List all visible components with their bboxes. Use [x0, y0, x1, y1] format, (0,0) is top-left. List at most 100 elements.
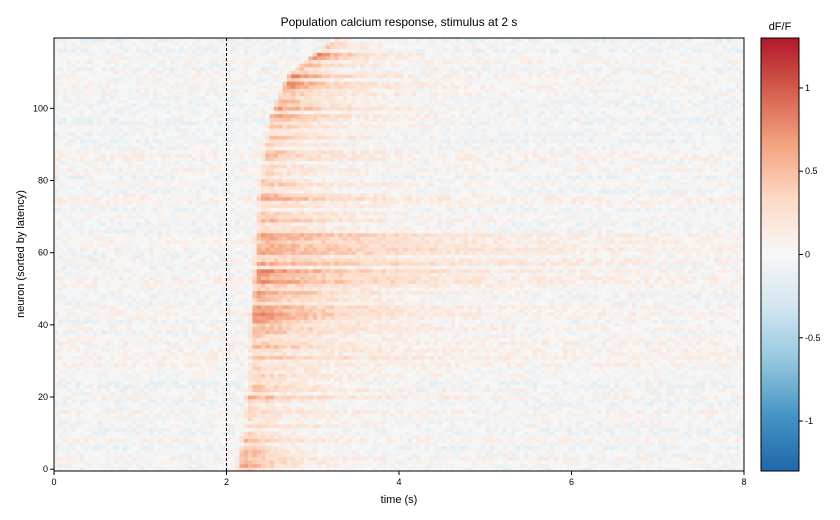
heatmap-cell	[429, 445, 434, 450]
heatmap-cell	[623, 463, 628, 468]
heatmap-cell	[420, 409, 426, 414]
heatmap-cell	[295, 391, 301, 396]
heatmap-cell	[312, 369, 318, 374]
heatmap-cell	[390, 388, 396, 393]
heatmap-cell	[399, 395, 404, 400]
heatmap-cell	[446, 373, 452, 378]
heatmap-cell	[636, 395, 641, 400]
heatmap-cell	[424, 442, 430, 447]
heatmap-cell	[123, 402, 128, 407]
heatmap-cell	[567, 438, 572, 443]
heatmap-cell	[403, 434, 409, 439]
heatmap-cell	[403, 398, 409, 403]
heatmap-cell	[532, 377, 538, 382]
heatmap-cell	[299, 380, 305, 385]
heatmap-cell	[662, 406, 667, 411]
heatmap-cell	[334, 431, 340, 436]
heatmap-cell	[135, 377, 141, 382]
heatmap-cell	[687, 424, 693, 429]
heatmap-cell	[325, 416, 331, 421]
heatmap-cell	[623, 369, 628, 374]
heatmap-cell	[295, 398, 301, 403]
heatmap-cell	[606, 434, 611, 439]
heatmap-cell	[381, 384, 387, 389]
heatmap-cell	[657, 416, 663, 421]
heatmap-cell	[54, 460, 59, 465]
heatmap-cell	[196, 373, 202, 378]
heatmap-cell	[325, 420, 331, 425]
heatmap-cell	[722, 460, 728, 465]
heatmap-cell	[153, 395, 158, 400]
heatmap-cell	[700, 395, 706, 400]
heatmap-cell	[166, 355, 171, 360]
heatmap-cell	[110, 416, 115, 421]
heatmap-cell	[502, 391, 508, 396]
heatmap-cell	[144, 384, 150, 389]
heatmap-cell	[627, 438, 633, 443]
heatmap-cell	[286, 409, 292, 414]
heatmap-cell	[308, 373, 314, 378]
heatmap-cell	[446, 445, 452, 450]
heatmap-cell	[114, 449, 120, 454]
heatmap-cell	[731, 388, 736, 393]
heatmap-cell	[700, 369, 706, 374]
heatmap-cell	[718, 402, 723, 407]
heatmap-cell	[459, 366, 465, 371]
heatmap-cell	[386, 442, 391, 447]
heatmap-cell	[88, 355, 94, 360]
heatmap-cell	[636, 420, 641, 425]
heatmap-cell	[442, 434, 447, 439]
heatmap-cell	[450, 452, 456, 457]
heatmap-cell	[364, 442, 370, 447]
heatmap-cell	[468, 391, 473, 396]
heatmap-cell	[390, 427, 396, 432]
heatmap-cell	[114, 467, 120, 472]
heatmap-cell	[381, 402, 387, 407]
heatmap-cell	[265, 388, 271, 393]
heatmap-cell	[135, 355, 141, 360]
heatmap-cell	[722, 445, 728, 450]
heatmap-cell	[187, 362, 193, 367]
heatmap-cell	[614, 442, 620, 447]
heatmap-cell	[489, 413, 495, 418]
heatmap-cell	[308, 431, 314, 436]
heatmap-cell	[334, 369, 340, 374]
heatmap-cell	[308, 416, 314, 421]
heatmap-cell	[355, 366, 361, 371]
heatmap-cell	[92, 384, 98, 389]
heatmap-cell	[679, 438, 685, 443]
heatmap-cell	[110, 391, 115, 396]
heatmap-cell	[502, 427, 508, 432]
heatmap-cell	[226, 369, 232, 374]
heatmap-cell	[196, 456, 202, 461]
heatmap-cell	[618, 373, 624, 378]
heatmap-cell	[631, 424, 637, 429]
heatmap-cell	[166, 406, 171, 411]
heatmap-cell	[351, 398, 357, 403]
heatmap-cell	[411, 380, 417, 385]
heatmap-cell	[649, 431, 654, 436]
heatmap-cell	[230, 452, 236, 457]
heatmap-cell	[222, 384, 227, 389]
heatmap-cell	[407, 373, 413, 378]
heatmap-cell	[411, 416, 417, 421]
heatmap-cell	[174, 395, 180, 400]
heatmap-cell	[377, 398, 383, 403]
heatmap-cell	[295, 442, 301, 447]
heatmap-cell	[511, 406, 516, 411]
heatmap-cell	[718, 438, 723, 443]
heatmap-cell	[88, 434, 94, 439]
heatmap-cell	[330, 467, 335, 472]
heatmap-cell	[312, 438, 318, 443]
heatmap-cell	[489, 434, 495, 439]
heatmap-cell	[735, 369, 741, 374]
heatmap-cell	[308, 384, 314, 389]
heatmap-cell	[213, 424, 219, 429]
heatmap-cell	[161, 409, 167, 414]
heatmap-cell	[731, 391, 736, 396]
heatmap-cell	[71, 456, 76, 461]
heatmap-cell	[291, 391, 296, 396]
heatmap-cell	[407, 467, 413, 472]
heatmap-cell	[196, 391, 202, 396]
heatmap-cell	[670, 369, 676, 374]
